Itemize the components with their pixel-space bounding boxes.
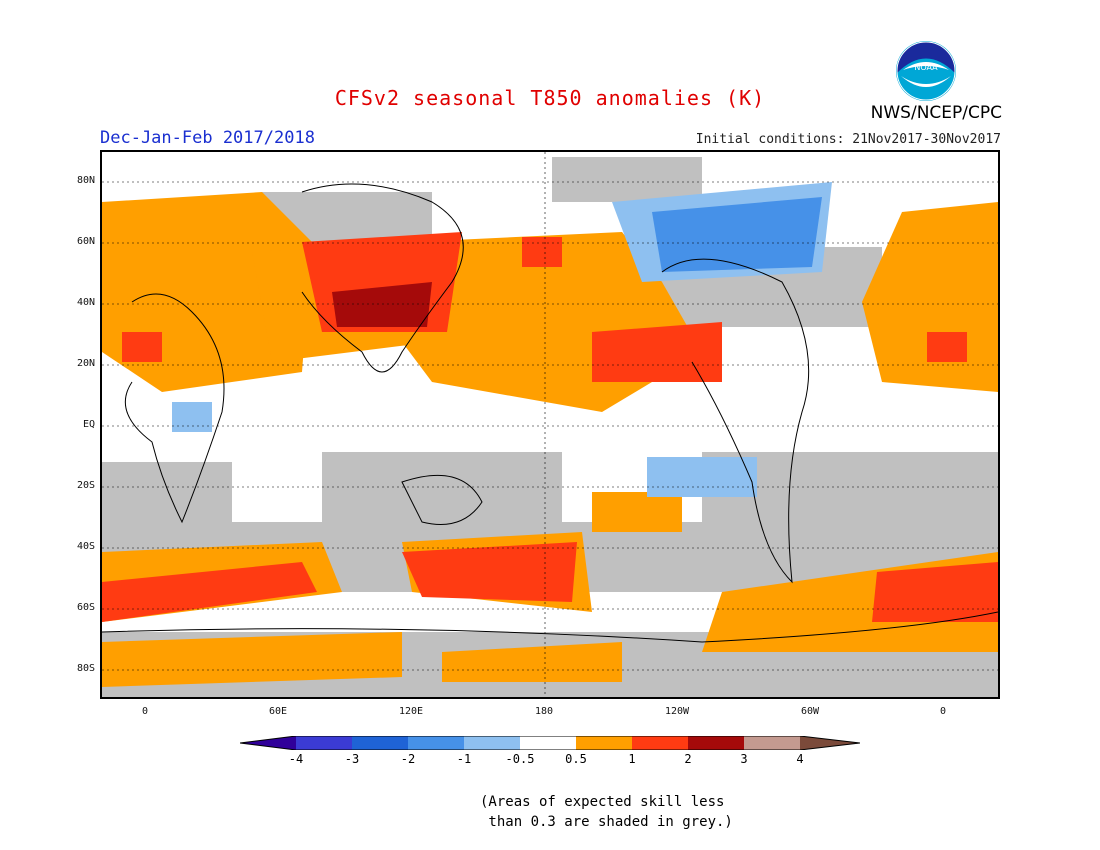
map-canvas xyxy=(102,152,998,697)
colorbar-bin xyxy=(296,736,352,750)
season-label: Dec-Jan-Feb 2017/2018 xyxy=(100,128,315,148)
colorbar-tick: -0.5 xyxy=(505,752,535,766)
agency-label: NWS/NCEP/CPC xyxy=(870,103,1002,123)
colorbar xyxy=(240,736,860,750)
lat-label-40n: 40N xyxy=(76,297,95,308)
lon-label-60w: 60W xyxy=(800,706,820,717)
lat-label-60s: 60S xyxy=(76,602,95,613)
colorbar-tick: 1 xyxy=(628,752,636,766)
colorbar-tick: 3 xyxy=(740,752,748,766)
colorbar-tick: -4 xyxy=(288,752,304,766)
warm-anomaly-darkred xyxy=(332,282,432,327)
lon-label-180: 180 xyxy=(534,706,554,717)
lon-label-60e: 60E xyxy=(268,706,288,717)
anomaly-map xyxy=(100,150,1000,699)
graticule xyxy=(102,152,998,697)
colorbar-tick: 0.5 xyxy=(565,752,587,766)
map-title: CFSv2 seasonal T850 anomalies (K) xyxy=(334,86,766,110)
noaa-logo: NOAA xyxy=(896,41,956,101)
colorbar-bin xyxy=(464,736,520,750)
logo-text: NOAA xyxy=(914,63,938,72)
colorbar-bin xyxy=(408,736,464,750)
lon-label-120e: 120E xyxy=(398,706,424,717)
initial-conditions: Initial conditions: 21Nov2017-30Nov2017 xyxy=(695,132,1001,147)
coastlines xyxy=(102,183,998,643)
lat-label-20s: 20S xyxy=(76,480,95,491)
colorbar-tick: -2 xyxy=(400,752,416,766)
lat-label-60n: 60N xyxy=(76,236,95,247)
colorbar-tick: -3 xyxy=(344,752,360,766)
lon-label-0: 0 xyxy=(141,706,149,717)
colorbar-tick: 4 xyxy=(796,752,804,766)
lat-label-20n: 20N xyxy=(76,358,95,369)
lat-label-80n: 80N xyxy=(76,175,95,186)
colorbar-arrow-right xyxy=(800,736,860,750)
colorbar-bin xyxy=(632,736,688,750)
colorbar-tick: 2 xyxy=(684,752,692,766)
cold-anomaly-midblue xyxy=(652,197,822,272)
colorbar-bin xyxy=(688,736,744,750)
colorbar-bin xyxy=(744,736,800,750)
colorbar-bin xyxy=(352,736,408,750)
lat-label-eq: EQ xyxy=(82,419,95,430)
colorbar-bin xyxy=(520,736,576,750)
lat-label-80s: 80S xyxy=(76,663,95,674)
lon-label-0-east: 0 xyxy=(939,706,947,717)
lon-label-120w: 120W xyxy=(664,706,690,717)
lat-label-40s: 40S xyxy=(76,541,95,552)
colorbar-bin xyxy=(576,736,632,750)
skill-note: (Areas of expected skill less than 0.3 a… xyxy=(480,794,733,830)
colorbar-tick: -1 xyxy=(456,752,472,766)
colorbar-arrow-left xyxy=(240,736,296,750)
